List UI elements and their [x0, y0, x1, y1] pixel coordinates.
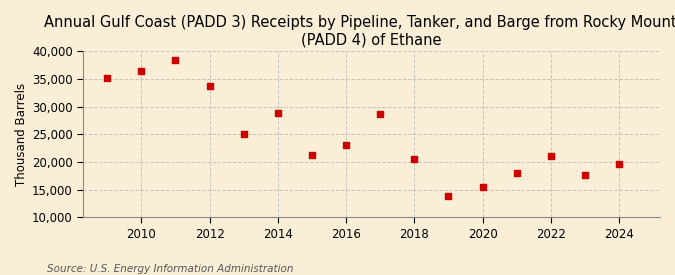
Text: Source: U.S. Energy Information Administration: Source: U.S. Energy Information Administ… — [47, 264, 294, 274]
Point — [477, 185, 488, 190]
Point — [136, 69, 146, 73]
Point — [341, 143, 352, 147]
Point — [102, 76, 113, 80]
Point — [273, 111, 284, 115]
Point — [170, 57, 181, 62]
Y-axis label: Thousand Barrels: Thousand Barrels — [15, 83, 28, 186]
Point — [409, 157, 420, 161]
Point — [443, 194, 454, 199]
Point — [238, 131, 249, 136]
Point — [545, 154, 556, 159]
Point — [580, 172, 591, 177]
Point — [614, 162, 624, 166]
Point — [204, 83, 215, 88]
Point — [375, 112, 385, 116]
Title: Annual Gulf Coast (PADD 3) Receipts by Pipeline, Tanker, and Barge from Rocky Mo: Annual Gulf Coast (PADD 3) Receipts by P… — [44, 15, 675, 47]
Point — [511, 171, 522, 175]
Point — [306, 153, 317, 157]
